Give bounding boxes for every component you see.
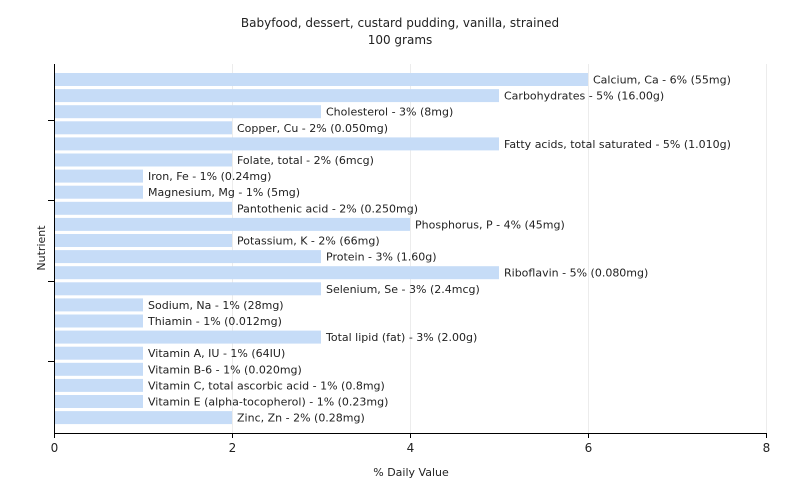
bar (54, 217, 410, 231)
bar-label: Protein - 3% (1.60g) (326, 251, 437, 264)
bar-label: Zinc, Zn - 2% (0.28mg) (237, 412, 365, 425)
bar (54, 282, 321, 296)
bar-label: Magnesium, Mg - 1% (5mg) (148, 186, 300, 199)
bar-label: Phosphorus, P - 4% (45mg) (415, 218, 565, 231)
x-tick-label: 0 (51, 441, 59, 455)
bar-label: Folate, total - 2% (6mcg) (237, 154, 374, 167)
bar (54, 378, 143, 392)
bar-label: Sodium, Na - 1% (28mg) (148, 299, 284, 312)
x-tick-label: 6 (585, 441, 593, 455)
bar (54, 298, 143, 312)
bars (54, 73, 588, 425)
bar-labels: Calcium, Ca - 6% (55mg) Carbohydrates - 5… (147, 74, 731, 425)
bar-label: Copper, Cu - 2% (0.050mg) (237, 122, 388, 135)
x-tick-label: 2 (229, 441, 237, 455)
bar-label: Potassium, K - 2% (66mg) (237, 235, 380, 248)
bar-label: Vitamin E (alpha-tocopherol) - 1% (0.23m… (148, 396, 388, 409)
bar (54, 89, 499, 103)
bar-label: Vitamin A, IU - 1% (64IU) (148, 347, 285, 360)
chart-title: Babyfood, dessert, custard pudding, vani… (241, 16, 559, 30)
bar (54, 185, 143, 199)
bar (54, 169, 143, 183)
bar (54, 314, 143, 328)
grid-lines (54, 64, 767, 433)
bar (54, 201, 232, 215)
bar-label: Riboflavin - 5% (0.080mg) (504, 267, 648, 280)
bar-label: Thiamin - 1% (0.012mg) (147, 315, 282, 328)
chart-subtitle: 100 grams (368, 33, 433, 47)
bar-label: Cholesterol - 3% (8mg) (326, 106, 453, 119)
bar-label: Calcium, Ca - 6% (55mg) (593, 74, 731, 87)
axes: 0 2 4 6 8 (48, 64, 770, 455)
bar (54, 250, 321, 264)
bar (54, 346, 143, 360)
bar (54, 395, 143, 408)
bar (54, 266, 499, 280)
bar-label: Fatty acids, total saturated - 5% (1.010… (504, 138, 731, 151)
x-axis-label: % Daily Value (373, 466, 449, 479)
x-tick-label: 4 (407, 441, 415, 455)
bar-label: Pantothenic acid - 2% (0.250mg) (237, 202, 418, 215)
bar-label: Vitamin B-6 - 1% (0.020mg) (148, 363, 302, 376)
bar-label: Carbohydrates - 5% (16.00g) (504, 90, 664, 103)
bar (54, 234, 232, 247)
bar (54, 137, 499, 151)
y-axis-label: Nutrient (35, 225, 48, 271)
bar (54, 362, 143, 376)
bar-label: Selenium, Se - 3% (2.4mcg) (326, 283, 480, 296)
bar-label: Total lipid (fat) - 3% (2.00g) (325, 331, 477, 344)
bar (54, 330, 321, 344)
bar (54, 411, 232, 425)
bar (54, 105, 321, 119)
bar-label: Vitamin C, total ascorbic acid - 1% (0.8… (148, 379, 385, 392)
bar-label: Iron, Fe - 1% (0.24mg) (148, 170, 271, 183)
bar (54, 153, 232, 167)
x-tick-label: 8 (763, 441, 771, 455)
bar (54, 73, 588, 86)
bar (54, 121, 232, 135)
